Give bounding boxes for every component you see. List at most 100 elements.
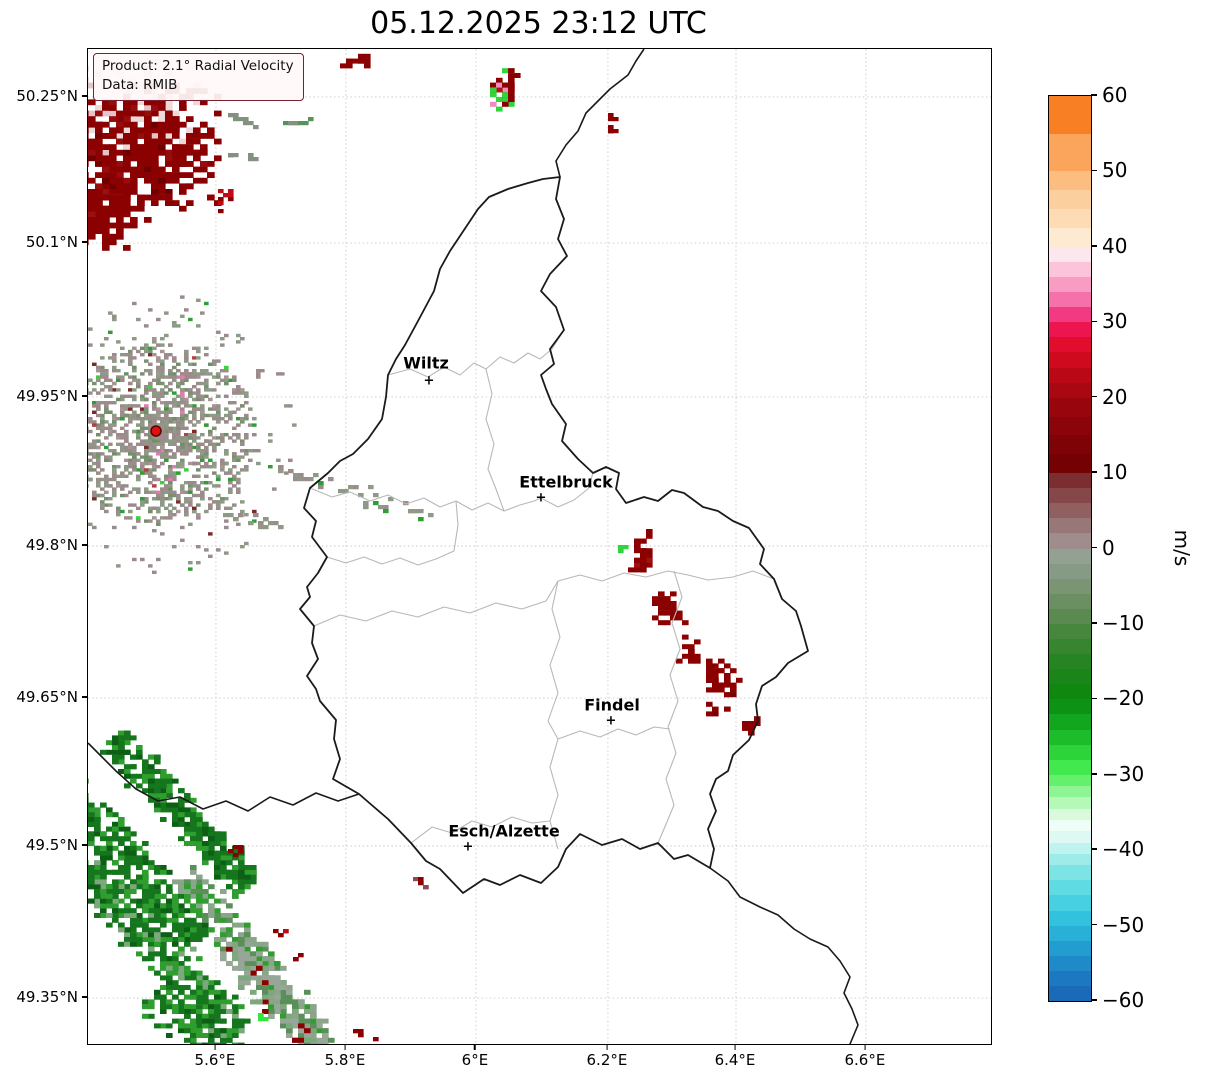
echo-cell [172, 465, 177, 469]
echo-cell [184, 436, 189, 440]
echo-cell [184, 433, 189, 437]
echo-cell [413, 509, 419, 514]
echo-cell [120, 359, 125, 363]
echo-cell [226, 999, 233, 1005]
echo-cell [298, 999, 305, 1005]
echo-cell [196, 889, 203, 894]
echo-cell [176, 420, 181, 424]
echo-cell [136, 773, 143, 779]
echo-cluster [228, 845, 244, 858]
echo-cell [156, 449, 161, 453]
colorbar-tick: −20 [1091, 686, 1144, 710]
echo-cell [172, 821, 179, 827]
canton-borders [309, 329, 775, 850]
echo-cell [88, 477, 93, 482]
echo-cell [156, 317, 161, 322]
colorbar-tick: 10 [1091, 460, 1127, 484]
echo-cell [112, 735, 119, 741]
echo-cell [100, 375, 105, 379]
echo-cell [124, 903, 131, 909]
canton-border-line [485, 368, 505, 512]
echo-cell [214, 138, 222, 145]
echo-cell [310, 1033, 317, 1038]
echo-cell [116, 417, 121, 421]
echo-cell [156, 477, 161, 482]
echo-cell [156, 442, 161, 446]
echo-cell [128, 452, 133, 456]
echo-cell [148, 519, 153, 523]
echo-cell [104, 410, 109, 414]
echo-cell [256, 946, 263, 952]
echo-cell [280, 994, 287, 1000]
echo-cell [193, 177, 201, 184]
echo-cell [142, 860, 149, 866]
echo-cell [95, 217, 103, 223]
echo-cell [88, 211, 96, 218]
echo-cell [232, 484, 237, 488]
echo-cluster [706, 658, 743, 717]
echo-cell [108, 449, 113, 453]
echo-cell [176, 375, 181, 379]
echo-cell [88, 172, 89, 178]
echo-cell [224, 506, 229, 510]
echo-cell [130, 155, 138, 162]
echo-cell [168, 343, 173, 347]
echo-cell [288, 404, 293, 408]
echo-cell [88, 144, 96, 150]
echo-cell [244, 468, 249, 472]
echo-cell [136, 458, 141, 462]
echo-cell [232, 477, 237, 482]
echo-cell [228, 513, 234, 518]
echo-cell [152, 497, 157, 501]
city-plus-marker: + [463, 840, 474, 855]
echo-cell [196, 420, 201, 424]
echo-cell [148, 413, 153, 418]
echo-cell [106, 845, 113, 851]
echo-cell [148, 965, 155, 971]
echo-cell [240, 455, 245, 459]
echo-cell [168, 442, 173, 446]
echo-cell [154, 879, 161, 885]
echo-cell [200, 465, 205, 469]
echo-cell [212, 417, 217, 421]
echo-cell [112, 369, 117, 373]
echo-cell [180, 420, 185, 424]
echo-cell [256, 956, 263, 962]
echo-cell [152, 407, 157, 411]
echo-cell [232, 455, 237, 459]
echo-cell [166, 961, 173, 966]
echo-cell [154, 754, 161, 760]
echo-cell [196, 461, 201, 466]
echo-cell [188, 442, 193, 446]
echo-cell [140, 353, 145, 357]
echo-cell [164, 477, 169, 482]
echo-cell [148, 471, 153, 475]
echo-cell [112, 468, 117, 472]
echo-cell [166, 980, 173, 986]
echo-cell [112, 740, 119, 746]
echo-cell [268, 999, 275, 1005]
echo-cell [95, 200, 103, 206]
echo-cell [418, 509, 424, 514]
echo-cell [118, 841, 125, 846]
echo-cell [196, 932, 203, 938]
echo-cell [176, 324, 181, 328]
echo-cell [233, 117, 239, 122]
echo-cell [112, 493, 117, 498]
echo-cell [298, 121, 304, 126]
echo-cell [280, 1013, 287, 1019]
echo-cell [148, 769, 155, 774]
echo-cell [278, 469, 284, 474]
echo-cell [250, 956, 257, 962]
echo-cell [116, 138, 124, 145]
colorbar-gradient [1048, 95, 1092, 1002]
echo-cell [724, 663, 731, 669]
echo-cell [274, 975, 281, 981]
echo-cell [94, 869, 101, 875]
echo-cell [184, 1028, 191, 1034]
echo-cell [151, 183, 159, 190]
echo-cell [184, 970, 191, 976]
echo-cell [88, 874, 95, 880]
echo-cell [220, 465, 225, 469]
echo-cell [144, 99, 152, 106]
